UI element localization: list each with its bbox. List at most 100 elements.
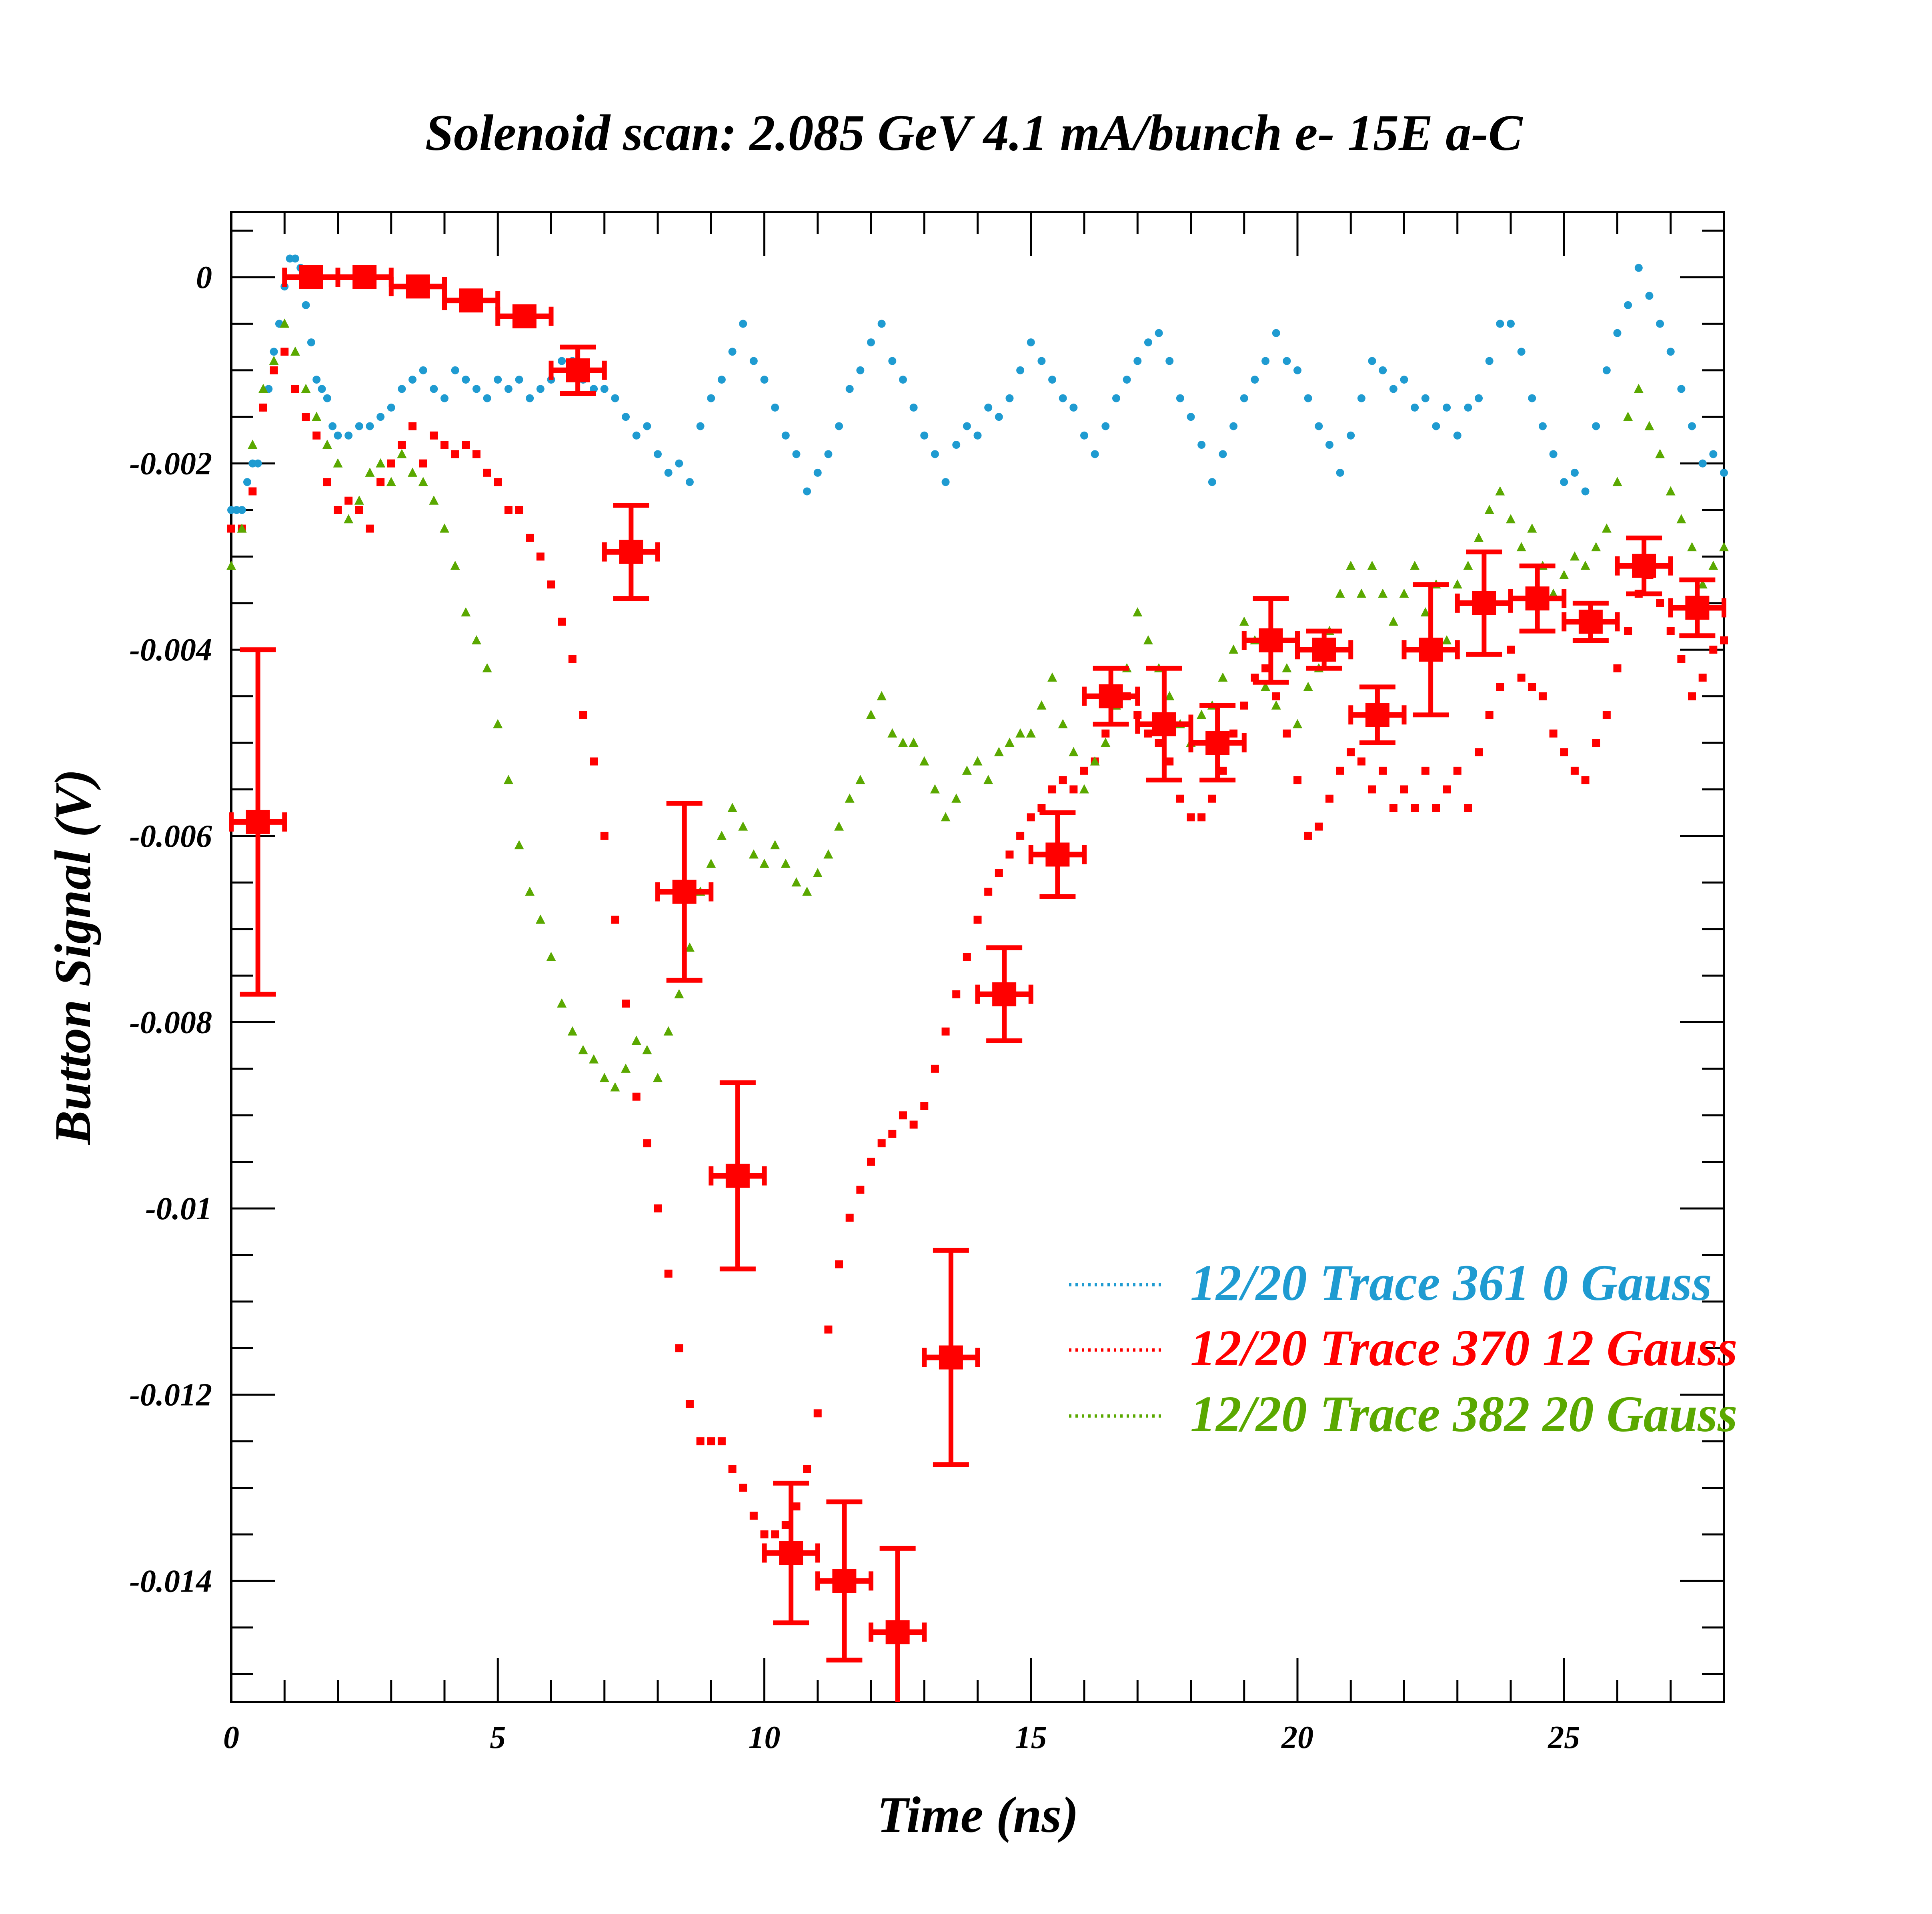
data-point bbox=[654, 450, 662, 458]
data-point bbox=[888, 1130, 897, 1138]
errorbar-point bbox=[1028, 810, 1087, 899]
data-point bbox=[1720, 636, 1728, 644]
data-point bbox=[280, 318, 290, 328]
data-point bbox=[1443, 403, 1451, 412]
x-tick-label: 5 bbox=[490, 1720, 506, 1755]
data-point bbox=[1155, 739, 1163, 747]
mean-marker bbox=[619, 540, 643, 564]
data-point bbox=[781, 1521, 790, 1529]
errorbar-point bbox=[602, 503, 660, 601]
data-point bbox=[1517, 674, 1526, 682]
data-point bbox=[238, 506, 246, 514]
data-point bbox=[643, 1139, 651, 1148]
data-point bbox=[290, 346, 300, 356]
data-point bbox=[1645, 292, 1654, 300]
data-point bbox=[941, 478, 950, 486]
plot-marks bbox=[226, 254, 1729, 1702]
data-point bbox=[1187, 413, 1195, 421]
data-point bbox=[1549, 729, 1558, 738]
data-point bbox=[791, 877, 801, 887]
data-point bbox=[1176, 794, 1184, 803]
y-tick-label: -0.006 bbox=[129, 819, 212, 854]
data-point bbox=[1303, 682, 1313, 691]
data-point bbox=[408, 376, 417, 384]
data-point bbox=[685, 1400, 694, 1408]
data-point bbox=[749, 1512, 758, 1520]
data-point bbox=[1069, 747, 1079, 756]
data-point bbox=[1283, 357, 1291, 365]
data-point bbox=[1623, 412, 1633, 421]
data-point bbox=[1624, 627, 1632, 635]
data-point bbox=[535, 914, 545, 924]
errorbar-point bbox=[1241, 596, 1300, 685]
data-point bbox=[430, 385, 438, 393]
data-point bbox=[1069, 785, 1078, 794]
data-point bbox=[1101, 729, 1110, 738]
data-point bbox=[1420, 607, 1430, 617]
data-point bbox=[1016, 832, 1025, 840]
errorbar-point bbox=[975, 945, 1033, 1044]
data-point bbox=[1356, 588, 1366, 598]
data-point bbox=[536, 385, 545, 393]
data-point bbox=[1133, 607, 1143, 617]
mean-marker bbox=[352, 265, 377, 289]
errorbar-point bbox=[549, 344, 607, 396]
data-point bbox=[291, 385, 299, 393]
data-point bbox=[835, 1260, 843, 1268]
data-point bbox=[440, 523, 449, 533]
data-point bbox=[418, 477, 428, 486]
data-point bbox=[237, 523, 247, 533]
data-point bbox=[973, 756, 983, 766]
data-point bbox=[526, 394, 534, 402]
data-point bbox=[1719, 542, 1729, 552]
data-point bbox=[483, 468, 491, 477]
data-point bbox=[1656, 320, 1664, 328]
data-point bbox=[1709, 646, 1718, 654]
data-point bbox=[1602, 366, 1611, 374]
data-point bbox=[590, 757, 598, 766]
mean-marker bbox=[246, 810, 270, 834]
data-point bbox=[834, 821, 844, 831]
data-point bbox=[1026, 728, 1036, 738]
data-point bbox=[334, 431, 342, 440]
errorbar-point bbox=[1401, 582, 1460, 718]
errorbar-point bbox=[495, 304, 554, 328]
data-point bbox=[243, 478, 251, 486]
data-point bbox=[258, 384, 268, 393]
data-point bbox=[355, 422, 363, 430]
mean-marker bbox=[1365, 703, 1389, 727]
data-point bbox=[504, 385, 513, 393]
data-point bbox=[546, 952, 556, 961]
data-point bbox=[1005, 850, 1014, 859]
data-point bbox=[845, 385, 854, 393]
data-point bbox=[952, 441, 961, 449]
data-point bbox=[248, 440, 258, 449]
data-point bbox=[1346, 560, 1356, 570]
data-point bbox=[1304, 394, 1312, 402]
data-point bbox=[962, 765, 972, 775]
data-point bbox=[1176, 394, 1184, 402]
data-point bbox=[760, 1530, 769, 1538]
data-point bbox=[270, 348, 278, 356]
data-point bbox=[440, 394, 448, 402]
data-point bbox=[1528, 394, 1536, 402]
data-point bbox=[951, 793, 961, 803]
data-point bbox=[1229, 422, 1238, 430]
errorbar-point bbox=[1455, 549, 1513, 657]
data-point bbox=[1101, 422, 1110, 430]
errorbar-point bbox=[869, 1546, 927, 1702]
data-point bbox=[622, 413, 630, 421]
data-point bbox=[1676, 514, 1686, 524]
data-point bbox=[1197, 710, 1207, 719]
data-point bbox=[1432, 804, 1440, 812]
data-point bbox=[1602, 711, 1611, 719]
data-point bbox=[270, 366, 278, 374]
data-point bbox=[567, 1026, 577, 1036]
data-point bbox=[632, 431, 641, 440]
data-point bbox=[1421, 766, 1429, 775]
errorbar-point bbox=[1135, 666, 1193, 783]
data-point bbox=[622, 999, 630, 1008]
errorbar-point bbox=[1188, 703, 1247, 783]
legend: 12/20 Trace 361 0 Gauss 12/20 Trace 370 … bbox=[1069, 1254, 1738, 1442]
